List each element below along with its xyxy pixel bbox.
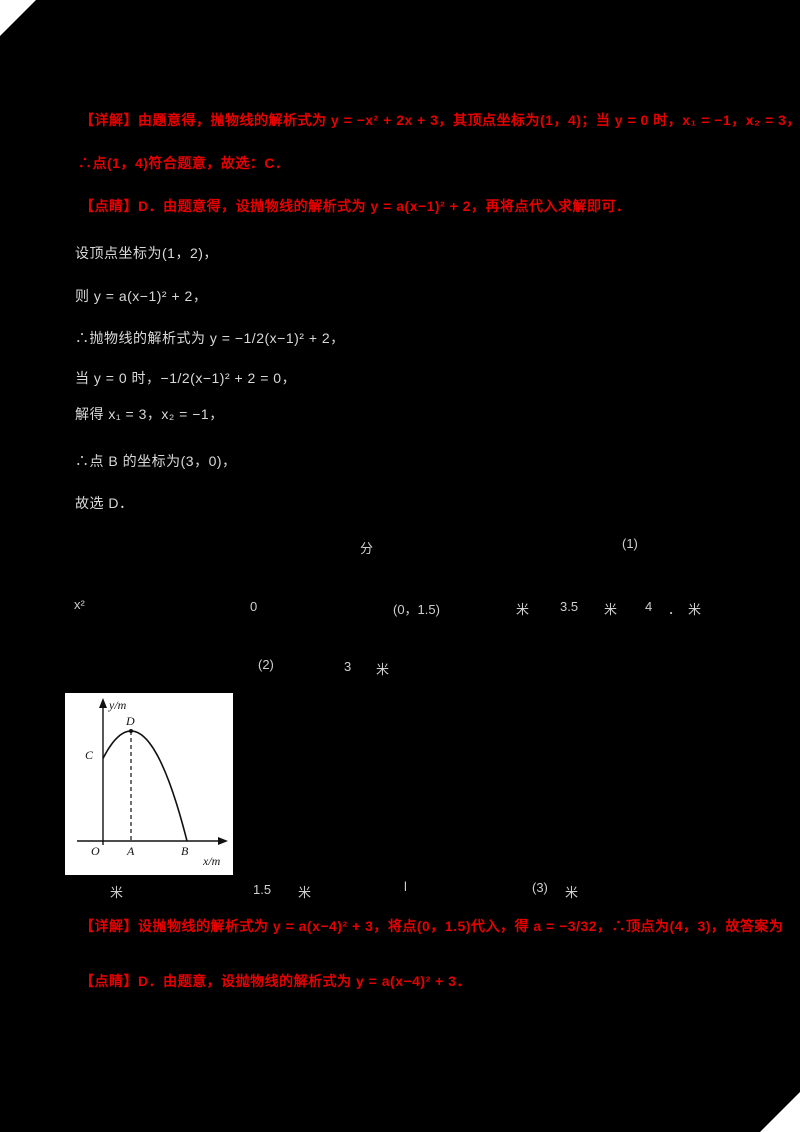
answer-fragment-5: (0，1.5) xyxy=(393,602,440,617)
answer-fragment-15: 米 xyxy=(110,885,124,900)
answer-fragment-7: 3.5 xyxy=(560,599,579,614)
text-line-9: ∴点 B 的坐标为(3，0)， xyxy=(75,453,237,469)
answer-fragment-12: (2) xyxy=(258,657,274,672)
answer-fragment-18: l xyxy=(404,879,407,894)
answer-fragment-14: 米 xyxy=(376,662,390,677)
text-line-10: 故选 D． xyxy=(75,495,134,511)
text-line-1: 【详解】由题意得，抛物线的解析式为 y = −x² + 2x + 3，其顶点坐标… xyxy=(80,112,800,128)
text-line-8: 解得 x₁ = 3，x₂ = −1， xyxy=(75,406,224,422)
answer-fragment-20: 米 xyxy=(565,885,579,900)
point-C-label: C xyxy=(85,748,94,762)
point-B-label: B xyxy=(181,844,189,858)
x-axis-label: x/m xyxy=(202,854,221,868)
text-line-4: 设顶点坐标为(1，2)， xyxy=(75,245,218,261)
y-axis-arrow-icon xyxy=(99,698,107,708)
answer-fragment-6: 米 xyxy=(516,602,530,617)
text-line-11: 【详解】设抛物线的解析式为 y = a(x−4)² + 3，将点(0，1.5)代… xyxy=(80,918,784,934)
answer-fragment-16: 1.5 xyxy=(253,882,272,897)
text-line-2: ∴点(1，4)符合题意，故选：C． xyxy=(78,155,290,171)
point-A-label: A xyxy=(126,844,135,858)
trajectory-figure: y/m x/m O C D A B xyxy=(65,693,233,875)
x-axis-arrow-icon xyxy=(218,837,228,845)
origin-label: O xyxy=(91,844,100,858)
point-D-label: D xyxy=(125,714,135,728)
parabola-curve xyxy=(102,730,188,842)
answer-fragment-2: (1) xyxy=(622,536,638,551)
trajectory-plot: y/m x/m O C D A B xyxy=(77,698,228,868)
page-corner-top-left xyxy=(0,0,36,36)
answer-fragment-13: 3 xyxy=(344,659,352,674)
text-line-12: 【点睛】D．由题意，设抛物线的解析式为 y = a(x−4)² + 3． xyxy=(80,973,472,989)
answer-fragment-4: 0 xyxy=(250,599,258,614)
answer-fragment-10: ． xyxy=(668,602,682,617)
text-line-7: 当 y = 0 时，−1/2(x−1)² + 2 = 0， xyxy=(75,370,297,386)
y-axis-label: y/m xyxy=(108,698,127,712)
answer-fragment-8: 米 xyxy=(604,602,618,617)
text-line-5: 则 y = a(x−1)² + 2， xyxy=(75,288,208,304)
page-corner-bottom-right xyxy=(760,1092,800,1132)
answer-fragment-17: 米 xyxy=(298,885,312,900)
answer-fragment-9: 4 xyxy=(645,599,653,614)
text-line-6: ∴抛物线的解析式为 y = −1/2(x−1)² + 2， xyxy=(75,330,345,346)
answer-fragment-11: 米 xyxy=(688,602,702,617)
text-line-3: 【点睛】D．由题意得，设抛物线的解析式为 y = a(x−1)² + 2，再将点… xyxy=(80,198,631,214)
answer-fragment-3: x² xyxy=(74,597,85,612)
answer-fragment-19: (3) xyxy=(532,880,548,895)
point-D-marker xyxy=(129,729,133,733)
answer-fragment-1: 分 xyxy=(360,541,374,556)
